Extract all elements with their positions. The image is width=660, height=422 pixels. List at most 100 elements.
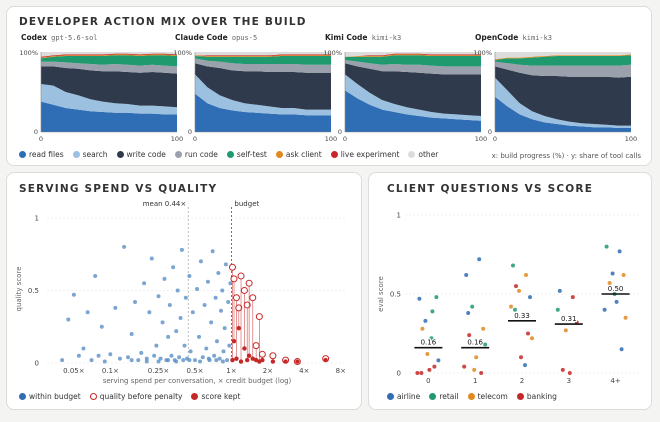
point-within-budget xyxy=(188,349,193,354)
point-within-budget xyxy=(129,358,134,363)
legend-label: search xyxy=(82,150,108,159)
point-within-budget xyxy=(129,331,134,336)
legend-item-ask-client: ask client xyxy=(275,150,322,159)
point-within-budget xyxy=(160,320,165,325)
legend-item-run-code: run code xyxy=(174,150,218,159)
point-score-kept xyxy=(295,359,300,364)
legend-item-within-budget: within budget xyxy=(19,392,81,401)
x-axis-label: serving spend per conversation, × credit… xyxy=(103,377,292,385)
y-tick-label: 0 xyxy=(34,128,38,136)
area-self-test xyxy=(495,55,631,66)
point-airline xyxy=(417,296,422,301)
legend-swatch xyxy=(191,393,199,400)
area-read-files xyxy=(495,96,631,132)
area-write-code xyxy=(195,63,331,110)
point-retail xyxy=(429,336,434,341)
x-tick-label: 4+ xyxy=(610,377,620,385)
x-tick-label: 8× xyxy=(336,367,346,375)
point-retail xyxy=(430,309,435,314)
point-retail xyxy=(555,307,560,312)
point-within-budget xyxy=(225,358,230,363)
point-within-budget xyxy=(206,356,211,361)
point-retail xyxy=(483,342,488,347)
point-within-budget xyxy=(179,247,184,252)
point-banking xyxy=(519,355,523,360)
action-mix-legend: read files search write code run code self-t… xyxy=(19,150,438,159)
mean-label: 0.16 xyxy=(421,339,437,347)
point-within-budget xyxy=(133,300,138,305)
point-within-budget xyxy=(76,353,81,358)
action-mix-title: DEVELOPER ACTION MIX OVER THE BUILD xyxy=(19,16,307,28)
x-tick-label: 2× xyxy=(263,367,273,375)
point-within-budget xyxy=(192,358,197,363)
serving-spend-legend: within budget quality before penalty score… xyxy=(19,392,240,401)
point-within-budget xyxy=(117,356,122,361)
panel-model-name: gpt-5.6-sol xyxy=(47,34,98,42)
point-within-budget xyxy=(142,281,147,286)
area-live-experiment xyxy=(41,53,177,58)
point-within-budget xyxy=(190,310,195,315)
area-write-code xyxy=(495,66,631,126)
legend-item-airline: airline xyxy=(387,392,420,401)
point-within-budget xyxy=(156,294,161,299)
point-within-budget xyxy=(202,302,207,307)
point-within-budget xyxy=(214,358,219,363)
point-telecom xyxy=(524,273,528,278)
point-score-kept xyxy=(231,339,237,344)
mean-label: 0.50 xyxy=(608,285,624,293)
point-score-kept xyxy=(246,353,252,358)
point-within-budget xyxy=(144,359,149,364)
area-search xyxy=(345,74,481,121)
point-within-budget xyxy=(166,358,171,363)
legend-label: live experiment xyxy=(340,150,400,159)
x-tick-label: 100 xyxy=(475,135,487,143)
point-within-budget xyxy=(227,343,232,348)
point-score-kept xyxy=(230,357,235,363)
point-quality-before-penalty xyxy=(232,294,240,302)
area-read-files xyxy=(41,101,177,132)
point-banking xyxy=(467,333,472,338)
area-other xyxy=(41,52,177,57)
point-telecom xyxy=(623,315,628,320)
point-within-budget xyxy=(177,355,182,360)
point-within-budget xyxy=(144,356,149,361)
x-tick-label: 100 xyxy=(171,135,183,143)
x-tick-label: 0 xyxy=(39,135,43,143)
panel-agent-name: Claude Code xyxy=(175,33,228,42)
point-quality-before-penalty xyxy=(249,294,257,302)
point-telecom xyxy=(425,352,430,357)
point-within-budget xyxy=(197,359,202,364)
area-read-files xyxy=(345,90,481,132)
x-tick-label: 3 xyxy=(567,377,571,385)
area-self-test xyxy=(195,56,331,65)
legend-item-other: other xyxy=(408,150,438,159)
legend-item-search: search xyxy=(72,150,108,159)
point-quality-before-penalty xyxy=(240,286,248,294)
point-banking xyxy=(560,367,565,372)
point-within-budget xyxy=(81,346,86,351)
point-within-budget xyxy=(93,273,98,278)
legend-label: ask client xyxy=(285,150,322,159)
area-run-code xyxy=(195,58,331,73)
y-tick-label: 1 xyxy=(35,214,39,222)
point-within-budget xyxy=(113,305,118,310)
area-search xyxy=(495,77,631,128)
y-tick-label: 100% xyxy=(19,49,38,57)
point-within-budget xyxy=(108,352,113,357)
point-score-kept xyxy=(245,357,250,363)
legend-label: banking xyxy=(526,392,557,401)
point-quality-before-penalty xyxy=(228,263,236,271)
area-self-test xyxy=(41,55,177,67)
legend-label: telecom xyxy=(477,392,508,401)
x-tick-label: 100 xyxy=(625,135,637,143)
x-tick-label: 0.1× xyxy=(102,367,119,375)
legend-swatch xyxy=(72,151,80,158)
legend-swatch xyxy=(387,393,394,400)
point-telecom xyxy=(607,280,612,285)
point-within-budget xyxy=(222,326,227,331)
point-telecom xyxy=(472,367,477,372)
y-tick-label: 0 xyxy=(35,360,39,368)
point-airline xyxy=(528,295,532,300)
point-airline xyxy=(557,288,562,293)
area-other xyxy=(345,52,481,57)
